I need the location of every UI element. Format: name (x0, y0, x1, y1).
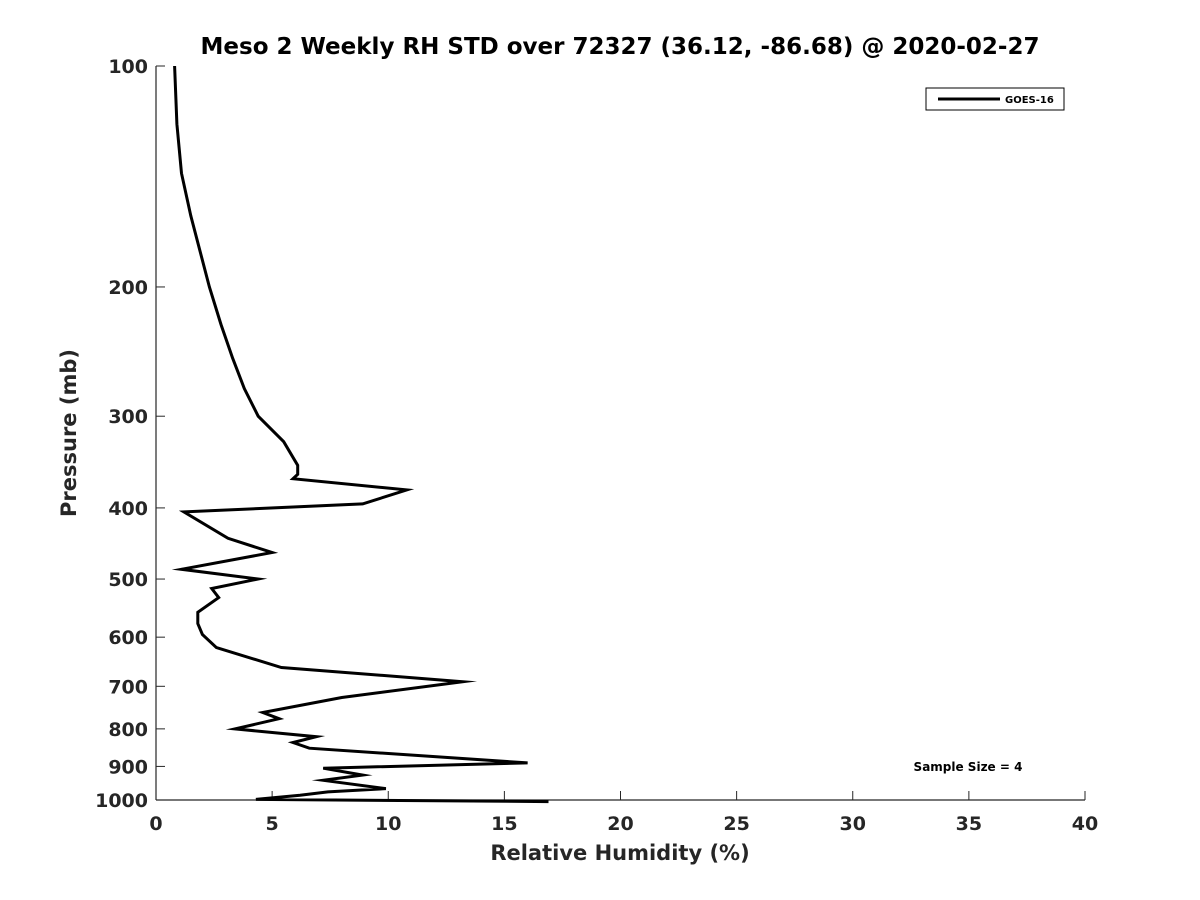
legend-label-goes-16: GOES-16 (1005, 95, 1054, 106)
x-tick-label: 25 (723, 813, 749, 835)
y-tick-label: 200 (108, 277, 148, 299)
y-axis-ticks: 100 200 300 400 500 600 700 800 900 1000 (95, 56, 165, 812)
x-tick-label: 10 (375, 813, 401, 835)
x-tick-label: 15 (491, 813, 517, 835)
y-tick-label: 500 (108, 569, 148, 591)
series-layer (171, 65, 549, 804)
y-tick-label: 600 (108, 627, 148, 649)
y-tick-label: 1000 (95, 790, 148, 812)
y-tick-label: 400 (108, 498, 148, 520)
x-tick-label: 0 (149, 813, 162, 835)
x-tick-label: 5 (266, 813, 279, 835)
y-tick-label: 800 (108, 719, 148, 741)
y-tick-label: 100 (108, 56, 148, 78)
series-line-goes-16 (171, 65, 549, 804)
axes (155, 66, 1085, 801)
chart-title: Meso 2 Weekly RH STD over 72327 (36.12, … (201, 34, 1040, 60)
legend: GOES-16 (925, 87, 1065, 111)
x-axis-label: Relative Humidity (%) (490, 841, 749, 865)
x-tick-label: 40 (1072, 813, 1098, 835)
x-tick-label: 20 (607, 813, 633, 835)
y-tick-label: 900 (108, 756, 148, 778)
x-axis-ticks: 0 5 10 15 20 25 30 35 40 (149, 791, 1098, 835)
sample-size-annotation: Sample Size = 4 (914, 760, 1023, 774)
y-tick-label: 300 (108, 406, 148, 428)
x-tick-label: 30 (840, 813, 866, 835)
y-tick-label: 700 (108, 676, 148, 698)
y-axis-label: Pressure (mb) (57, 349, 81, 517)
x-tick-label: 35 (956, 813, 982, 835)
